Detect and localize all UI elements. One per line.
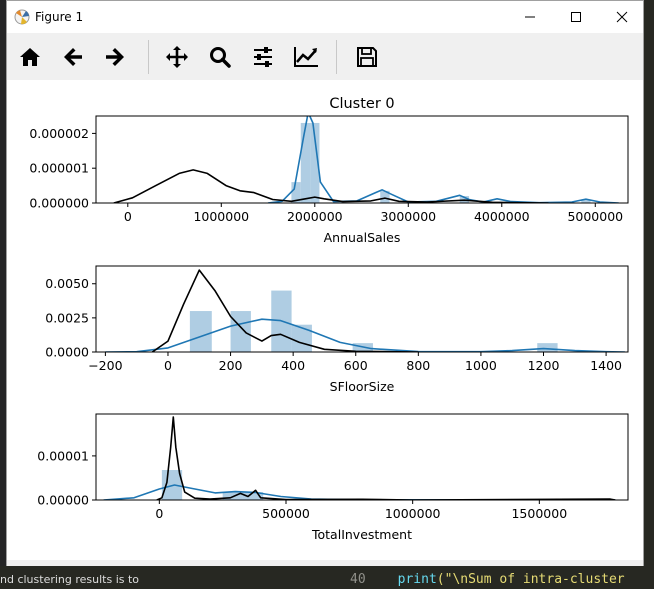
subplot-2: 0 500000 1000000 1500000 0.00000 0.00001 Total…	[37, 413, 629, 542]
x-tick-label: 1500000	[511, 506, 567, 521]
x-tick-label: 5000000	[567, 209, 623, 224]
histogram-bar	[537, 343, 558, 352]
y-tick-label: 0.000000	[29, 196, 89, 211]
edit-curves-icon	[294, 47, 318, 67]
maximize-button[interactable]	[553, 1, 599, 33]
close-icon	[616, 11, 628, 23]
x-tick-label: 1200	[528, 358, 560, 373]
save-button[interactable]	[350, 39, 384, 75]
background-editor-right	[644, 0, 654, 589]
x-tick-label: 0	[164, 358, 172, 373]
histogram-bar	[189, 311, 212, 352]
histogram-bar	[291, 324, 312, 352]
background-editor-bottom: nd clustering results is to 40 print("\nS…	[0, 566, 654, 589]
chart-title: Cluster 0	[329, 96, 394, 112]
save-icon	[357, 47, 377, 67]
x-tick-label: 3000000	[380, 209, 436, 224]
background-doc-text: nd clustering results is to	[0, 573, 140, 586]
zoom-icon	[210, 47, 231, 68]
histogram-bar	[380, 190, 390, 203]
minimize-icon	[525, 16, 535, 18]
y-tick-label: 0.00000	[37, 493, 89, 508]
x-tick-label: 2000000	[287, 209, 343, 224]
x-tick-label: 400	[281, 358, 305, 373]
density-curve	[113, 169, 549, 203]
maximize-icon	[571, 12, 581, 22]
x-tick-label: 500000	[262, 506, 310, 521]
subplots-icon	[254, 47, 272, 67]
histogram-bar	[291, 182, 301, 203]
forward-arrow-icon	[106, 48, 124, 66]
figure-window: Figure 1	[6, 0, 644, 566]
x-axis-label: SFloorSize	[330, 379, 395, 394]
y-tick-label: 0.0025	[45, 310, 89, 325]
toolbar-separator	[336, 40, 337, 74]
density-curve	[267, 116, 619, 203]
matplotlib-app-icon	[14, 9, 30, 25]
y-tick-label: 0.000002	[29, 126, 89, 141]
histogram-bar	[300, 122, 311, 203]
x-tick-label: −200	[88, 358, 122, 373]
home-button[interactable]	[13, 39, 47, 75]
home-icon	[20, 48, 40, 66]
subplots-button[interactable]	[246, 39, 280, 75]
histogram-bar	[581, 200, 591, 203]
x-tick-label: 600	[344, 358, 368, 373]
back-arrow-icon	[64, 48, 82, 66]
x-axis-label: TotalInvestment	[311, 527, 412, 542]
histogram-bar	[242, 492, 264, 500]
x-axis-label: AnnualSales	[324, 230, 401, 245]
zoom-button[interactable]	[203, 39, 237, 75]
y-tick-label: 0.00001	[37, 448, 89, 463]
navigation-toolbar	[7, 34, 643, 80]
toolbar-separator	[148, 40, 149, 74]
status-bar	[7, 560, 643, 566]
y-tick-label: 0.0050	[45, 276, 89, 291]
background-editor-left	[0, 0, 8, 589]
axes-frame	[95, 265, 629, 353]
pan-button[interactable]	[160, 39, 194, 75]
x-tick-label: 0	[124, 209, 132, 224]
plot-area	[103, 416, 616, 500]
pan-icon	[166, 46, 188, 68]
close-button[interactable]	[599, 1, 645, 33]
figure-plots: 0 1000000 2000000 3000000 4000000 50000000.00…	[29, 96, 629, 542]
x-tick-label: 1000000	[385, 506, 441, 521]
back-button[interactable]	[56, 39, 90, 75]
x-tick-label: 0	[155, 506, 163, 521]
subplot-1: −200 0 200 400 600 800 1000 1200 1400 0.0000 0.002…	[45, 265, 629, 394]
density-curve	[156, 416, 616, 500]
background-code-line: 40 print("\nSum of intra-cluster	[350, 572, 625, 587]
axes-frame	[95, 413, 629, 501]
minimize-button[interactable]	[507, 1, 553, 33]
histogram-bar	[230, 311, 251, 352]
x-tick-label: 200	[219, 358, 243, 373]
plot-area	[113, 116, 619, 203]
y-tick-label: 0.000001	[29, 161, 89, 176]
axes-frame	[95, 115, 629, 204]
edit-curves-button[interactable]	[289, 39, 323, 75]
x-tick-label: 1000000	[193, 209, 249, 224]
title-bar[interactable]: Figure 1	[7, 1, 643, 33]
x-tick-label: 1400	[590, 358, 622, 373]
forward-button[interactable]	[98, 39, 132, 75]
figure-canvas[interactable]: 0 1000000 2000000 3000000 4000000 5000000 0.00…	[7, 80, 643, 560]
density-curve	[151, 269, 419, 352]
x-tick-label: 800	[406, 358, 430, 373]
subplot-0: 0 1000000 2000000 3000000 4000000 5000000 0.00…	[29, 96, 629, 245]
x-tick-label: 1000	[465, 358, 497, 373]
histogram-bar	[310, 122, 320, 203]
density-curve	[105, 318, 625, 352]
y-tick-label: 0.0000	[45, 345, 89, 360]
plot-area	[105, 269, 625, 352]
x-tick-label: 4000000	[474, 209, 530, 224]
window-title: Figure 1	[35, 10, 84, 24]
